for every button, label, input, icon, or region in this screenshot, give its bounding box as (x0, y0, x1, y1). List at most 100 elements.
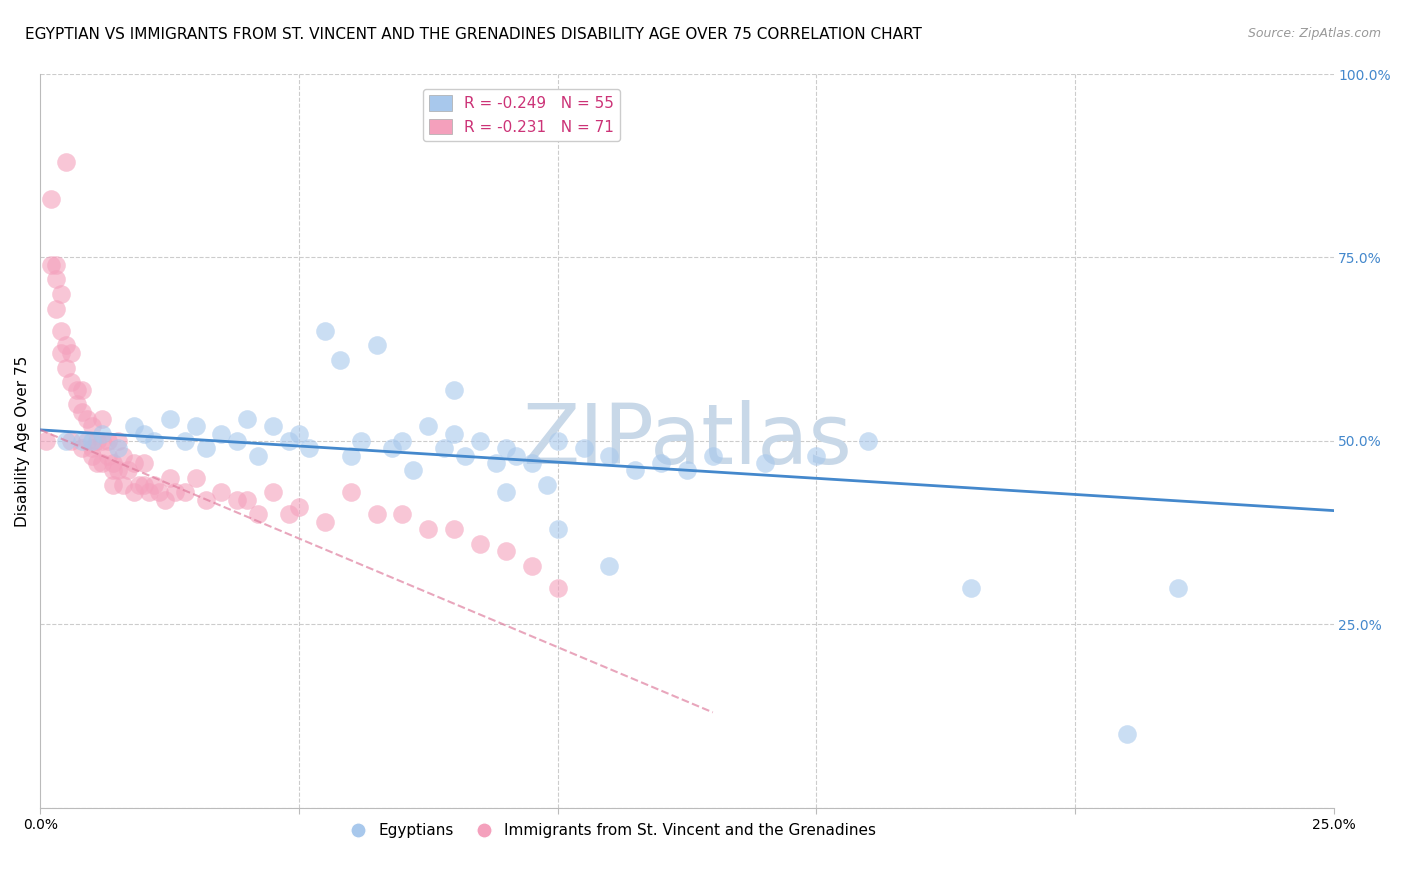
Point (49, 287, 72, 301)
Point (520, 558, 543, 573)
Point (82, 449, 104, 463)
Point (298, 441, 321, 455)
Y-axis label: Disability Age Over 75: Disability Age Over 75 (15, 355, 30, 526)
Point (495, 544, 517, 558)
Point (60, 434, 83, 448)
Point (418, 522, 440, 536)
Point (246, 508, 269, 522)
Point (91, 412, 114, 426)
Point (547, 434, 569, 448)
Point (339, 485, 361, 500)
Point (211, 426, 233, 441)
Point (91, 426, 114, 441)
Point (76, 434, 98, 448)
Point (70, 383, 93, 397)
Point (91, 456, 114, 470)
Point (91, 434, 114, 448)
Point (70, 434, 93, 448)
Point (484, 456, 506, 470)
Point (366, 508, 388, 522)
Point (163, 485, 186, 500)
Point (598, 558, 620, 573)
Point (194, 441, 217, 455)
Point (138, 485, 160, 500)
Point (624, 463, 647, 477)
Point (101, 456, 124, 470)
Point (236, 412, 259, 426)
Point (536, 478, 558, 492)
Point (174, 434, 197, 448)
Point (132, 456, 155, 470)
Point (97, 449, 120, 463)
Point (65, 383, 87, 397)
Point (55, 155, 77, 169)
Point (184, 419, 207, 434)
Point (433, 441, 456, 455)
Point (60, 375, 83, 389)
Point (381, 441, 404, 455)
Point (97, 434, 120, 448)
Point (55, 434, 77, 448)
Point (107, 441, 129, 455)
Point (82, 419, 104, 434)
Point (1115, 727, 1137, 741)
Point (598, 449, 620, 463)
Point (143, 434, 166, 448)
Point (70, 404, 93, 418)
Point (226, 434, 249, 448)
Legend: Egyptians, Immigrants from St. Vincent and the Grenadines: Egyptians, Immigrants from St. Vincent a… (337, 817, 882, 844)
Point (246, 449, 269, 463)
Point (159, 470, 181, 484)
Point (148, 485, 170, 500)
Point (960, 581, 983, 595)
Point (443, 383, 465, 397)
Point (547, 581, 569, 595)
Point (806, 449, 828, 463)
Point (288, 426, 311, 441)
Point (856, 434, 879, 448)
Point (495, 485, 517, 500)
Point (82, 441, 104, 455)
Point (122, 456, 145, 470)
Point (211, 485, 233, 500)
Point (495, 441, 517, 455)
Point (572, 441, 595, 455)
Point (754, 456, 776, 470)
Point (45, 272, 67, 286)
Point (314, 324, 336, 338)
Point (676, 463, 699, 477)
Point (128, 478, 150, 492)
Point (453, 449, 475, 463)
Point (132, 426, 155, 441)
Point (329, 353, 352, 368)
Point (650, 456, 672, 470)
Point (339, 449, 361, 463)
Point (391, 434, 413, 448)
Point (366, 338, 388, 352)
Point (288, 500, 311, 514)
Point (107, 434, 129, 448)
Point (236, 492, 259, 507)
Point (391, 508, 413, 522)
Point (443, 426, 465, 441)
Point (350, 434, 373, 448)
Point (65, 397, 87, 411)
Point (505, 449, 527, 463)
Point (194, 492, 217, 507)
Point (143, 478, 166, 492)
Point (107, 463, 129, 477)
Point (262, 419, 284, 434)
Point (132, 478, 155, 492)
Point (34, 434, 56, 448)
Point (520, 456, 543, 470)
Point (277, 508, 299, 522)
Point (702, 449, 724, 463)
Point (82, 434, 104, 448)
Point (86, 434, 108, 448)
Point (1167, 581, 1189, 595)
Point (55, 360, 77, 375)
Point (39, 258, 62, 272)
Text: EGYPTIAN VS IMMIGRANTS FROM ST. VINCENT AND THE GRENADINES DISABILITY AGE OVER 7: EGYPTIAN VS IMMIGRANTS FROM ST. VINCENT … (25, 27, 922, 42)
Point (112, 478, 135, 492)
Point (468, 536, 491, 550)
